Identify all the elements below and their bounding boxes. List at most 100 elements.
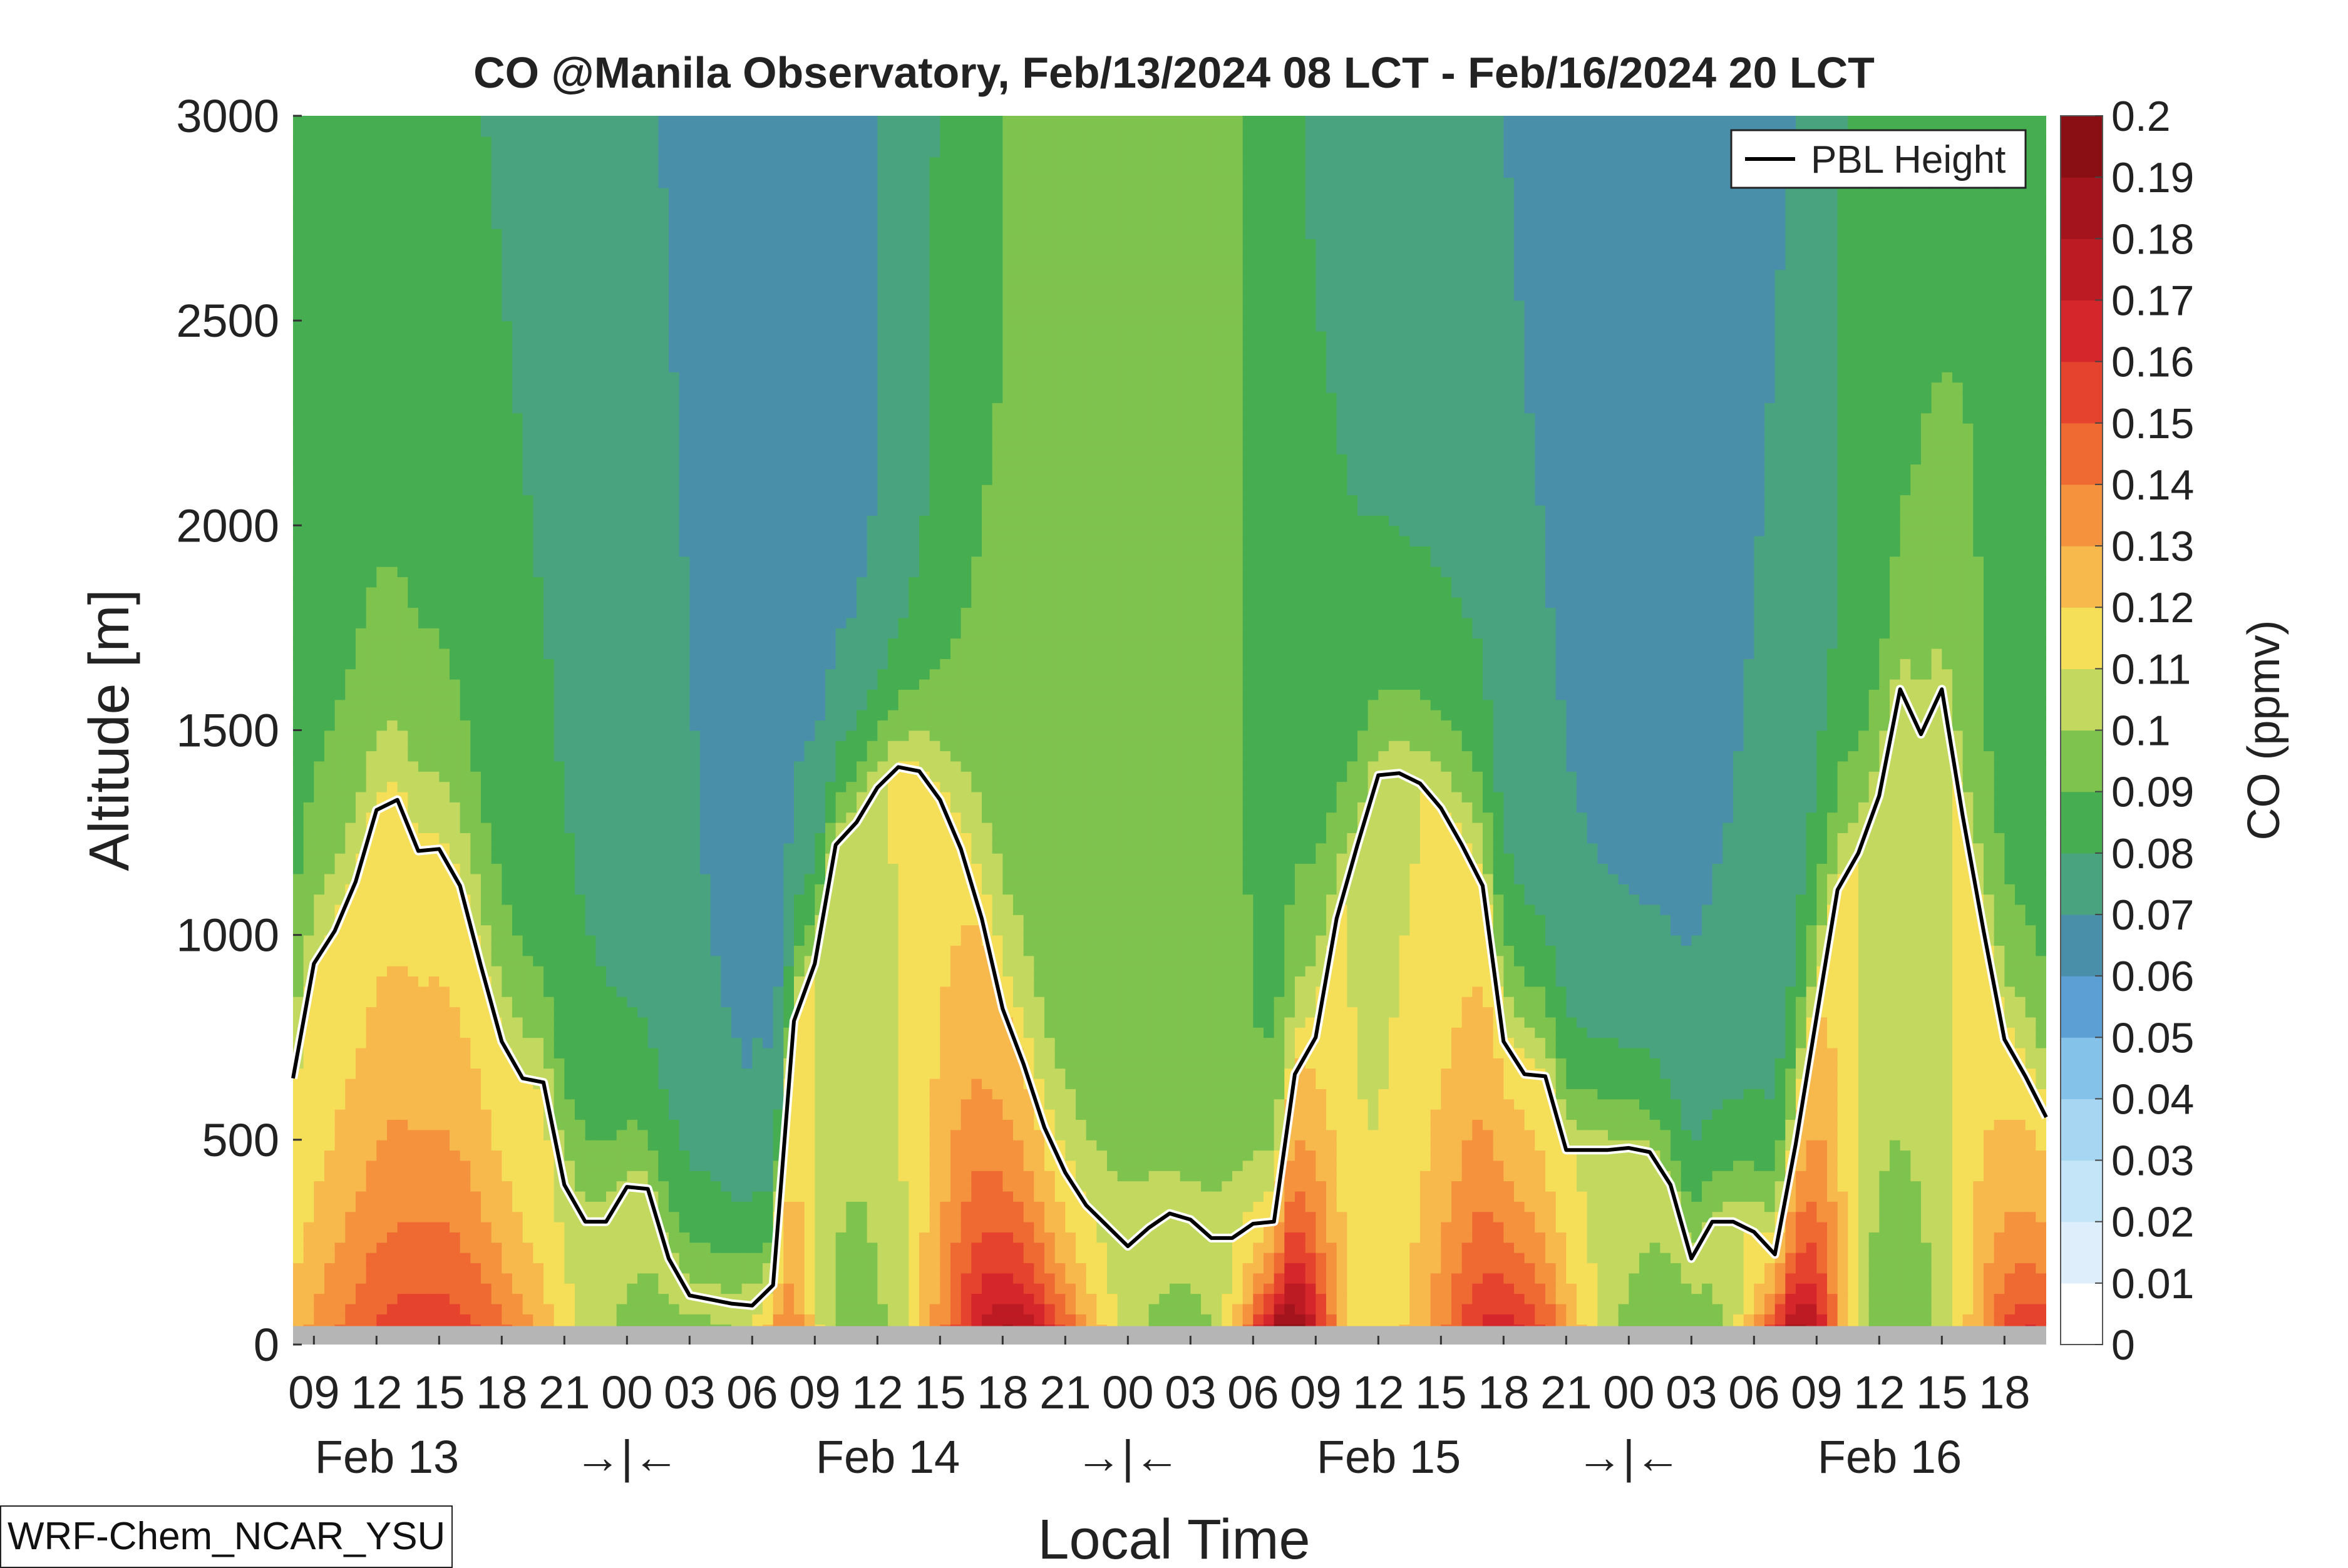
co-contour-cell <box>481 1068 492 1079</box>
co-contour-cell <box>554 372 565 382</box>
co-contour-cell <box>387 1140 398 1150</box>
co-contour-cell <box>450 1304 461 1314</box>
co-contour-cell <box>304 843 315 853</box>
co-contour-cell <box>450 1161 461 1171</box>
co-contour-cell <box>314 515 325 526</box>
co-contour-cell <box>387 1211 398 1222</box>
co-contour-cell <box>617 863 628 874</box>
co-contour-cell <box>679 1314 691 1325</box>
co-contour-cell <box>324 1273 336 1283</box>
co-contour-cell <box>481 218 492 229</box>
co-contour-cell <box>376 618 388 628</box>
co-contour-cell <box>689 812 701 822</box>
co-contour-cell <box>658 618 669 628</box>
co-contour-cell <box>502 126 513 136</box>
co-contour-cell <box>543 146 555 157</box>
co-contour-cell <box>439 771 450 782</box>
co-contour-cell <box>721 710 732 720</box>
co-contour-cell <box>335 648 346 659</box>
co-contour-cell <box>575 188 586 198</box>
co-contour-cell <box>398 290 409 300</box>
co-contour-cell <box>492 597 503 608</box>
co-contour-cell <box>554 341 565 352</box>
co-contour-cell <box>595 402 607 413</box>
co-contour-cell <box>366 464 378 474</box>
co-contour-cell <box>450 116 461 126</box>
co-contour-cell <box>700 218 711 229</box>
co-contour-cell <box>460 853 471 864</box>
co-contour-cell <box>418 874 430 884</box>
co-contour-cell <box>502 515 513 526</box>
co-contour-cell <box>617 853 628 864</box>
co-contour-cell <box>679 935 691 946</box>
co-contour-cell <box>460 648 471 659</box>
co-contour-cell <box>470 771 481 782</box>
co-contour-cell <box>450 402 461 413</box>
co-contour-cell <box>387 997 398 1007</box>
co-contour-cell <box>585 863 597 874</box>
co-contour-cell <box>669 1191 680 1202</box>
co-contour-cell <box>700 505 711 516</box>
co-contour-cell <box>543 382 555 392</box>
co-contour-cell <box>429 986 440 997</box>
co-contour-cell <box>554 269 565 280</box>
co-contour-cell <box>439 310 450 321</box>
co-contour-cell <box>324 966 336 976</box>
co-contour-cell <box>617 556 628 566</box>
co-contour-cell <box>533 740 544 751</box>
co-contour-cell <box>470 515 481 526</box>
co-contour-cell <box>689 730 701 741</box>
co-contour-cell <box>324 1007 336 1017</box>
co-contour-cell <box>398 300 409 310</box>
co-contour-cell <box>492 392 503 403</box>
co-contour-cell <box>376 925 388 935</box>
co-contour-cell <box>658 423 669 434</box>
co-contour-cell <box>627 1253 638 1263</box>
co-contour-cell <box>408 474 419 485</box>
co-contour-cell <box>669 955 680 966</box>
co-contour-cell <box>470 710 481 720</box>
co-contour-cell <box>314 136 325 147</box>
co-contour-cell <box>595 894 607 904</box>
co-contour-cell <box>658 1109 669 1120</box>
co-contour-cell <box>627 126 638 136</box>
co-contour-cell <box>585 474 597 485</box>
co-contour-cell <box>606 1129 617 1140</box>
co-contour-cell <box>366 1293 378 1304</box>
co-contour-cell <box>376 566 388 577</box>
co-contour-cell <box>470 1181 481 1191</box>
co-contour-cell <box>689 188 701 198</box>
co-contour-cell <box>502 443 513 454</box>
co-contour-cell <box>439 1089 450 1099</box>
co-contour-cell <box>408 997 419 1007</box>
co-contour-cell <box>366 1119 378 1130</box>
co-contour-cell <box>595 607 607 618</box>
co-contour-cell <box>575 945 586 956</box>
co-contour-cell <box>721 966 732 976</box>
co-contour-cell <box>554 792 565 802</box>
co-contour-cell <box>481 1211 492 1222</box>
co-contour-cell <box>533 1211 544 1222</box>
co-contour-cell <box>418 576 430 587</box>
co-contour-cell <box>398 607 409 618</box>
co-contour-cell <box>585 587 597 597</box>
co-contour-cell <box>554 997 565 1007</box>
co-contour-cell <box>533 249 544 260</box>
co-contour-cell <box>595 1293 607 1304</box>
co-contour-cell <box>543 607 555 618</box>
co-contour-cell <box>648 136 659 147</box>
co-contour-cell <box>293 955 304 966</box>
co-contour-cell <box>398 454 409 464</box>
co-contour-cell <box>439 874 450 884</box>
co-contour-cell <box>637 320 649 331</box>
co-contour-cell <box>679 1007 691 1017</box>
co-contour-cell <box>492 167 503 178</box>
co-contour-cell <box>658 915 669 925</box>
co-contour-cell <box>564 1068 575 1079</box>
co-contour-cell <box>450 1007 461 1017</box>
co-contour-cell <box>627 1129 638 1140</box>
co-contour-cell <box>387 699 398 710</box>
co-contour-cell <box>711 587 722 597</box>
co-contour-cell <box>595 382 607 392</box>
co-contour-cell <box>418 156 430 167</box>
